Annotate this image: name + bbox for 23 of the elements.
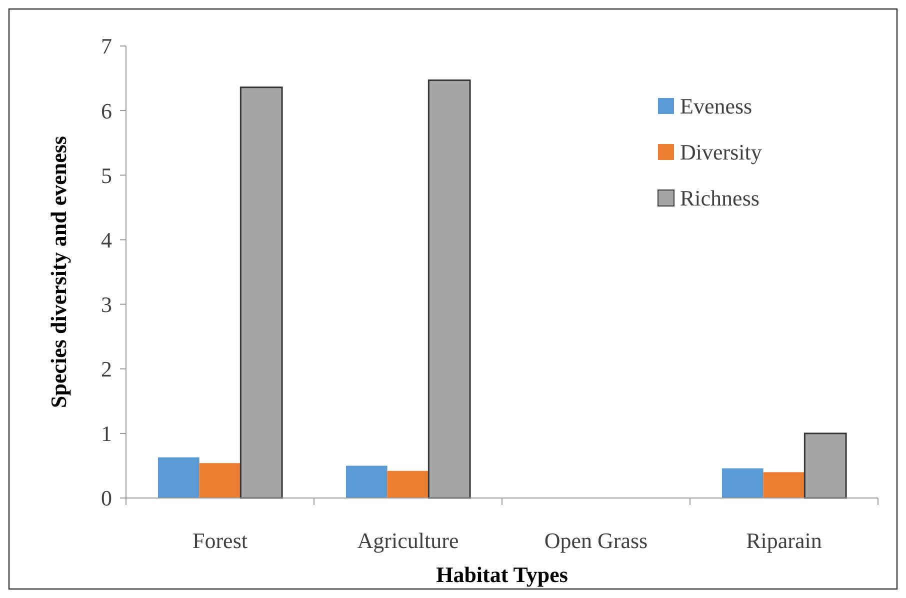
x-tick-label: Forest — [192, 528, 248, 553]
y-tick-label: 4 — [101, 227, 112, 252]
x-axis-title: Habitat Types — [436, 562, 568, 587]
y-tick-label: 0 — [101, 486, 112, 511]
y-tick-label: 2 — [101, 356, 112, 382]
bar — [199, 463, 241, 498]
y-axis-title: Species diversity and eveness — [46, 136, 71, 408]
bar — [158, 457, 200, 498]
y-tick-label: 3 — [101, 292, 112, 317]
legend-label: Richness — [680, 186, 760, 211]
y-tick-label: 5 — [101, 162, 112, 188]
legend-label: Diversity — [680, 140, 762, 165]
bar — [346, 466, 388, 498]
bar — [763, 472, 805, 498]
x-tick-label: Agriculture — [357, 528, 459, 553]
legend-label: Eveness — [680, 94, 752, 119]
bar — [387, 470, 429, 498]
y-tick-label: 7 — [101, 34, 112, 59]
bar — [722, 468, 764, 498]
y-tick-label: 1 — [101, 421, 112, 446]
x-tick-label: Open Grass — [544, 528, 648, 553]
y-tick-label: 6 — [101, 98, 112, 124]
x-tick-label: Riparain — [746, 528, 822, 553]
